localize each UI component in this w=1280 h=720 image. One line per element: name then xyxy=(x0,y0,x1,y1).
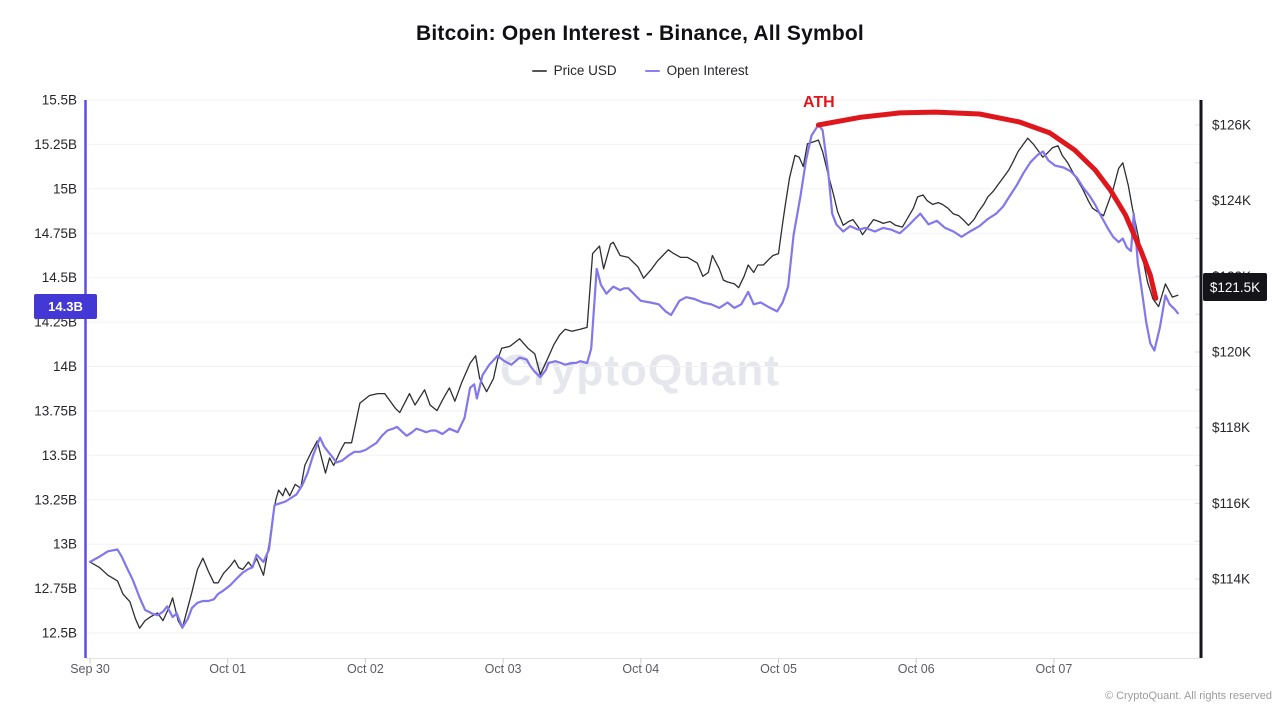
legend-open-interest-label: Open Interest xyxy=(666,63,749,78)
y-left-tick-label: 15B xyxy=(53,181,77,196)
legend-item-price[interactable]: Price USD xyxy=(531,63,617,78)
legend-price-label: Price USD xyxy=(553,63,617,78)
x-tick-label: Oct 05 xyxy=(760,662,797,676)
open-interest-line-swatch-icon xyxy=(644,69,660,72)
y-right-tick-label: $118K xyxy=(1212,420,1250,435)
y-left-tick-label: 14.75B xyxy=(34,226,77,241)
y-left-tick-label: 13.5B xyxy=(42,448,77,463)
open-interest-line xyxy=(88,123,1179,629)
y-left-tick-label: 15.5B xyxy=(42,93,77,108)
open-interest-current-badge: 14.3B xyxy=(34,294,97,319)
y-left-tick-label: 14B xyxy=(53,359,77,374)
chart-legend: Price USD Open Interest xyxy=(0,63,1280,78)
y-left-tick-label: 15.25B xyxy=(34,137,77,152)
x-tick-label: Oct 02 xyxy=(347,662,384,676)
ath-annotation-label: ATH xyxy=(803,94,835,111)
y-left-tick-label: 12.75B xyxy=(34,581,77,596)
page-title: Bitcoin: Open Interest - Binance, All Sy… xyxy=(416,22,864,45)
x-tick-label: Oct 03 xyxy=(485,662,522,676)
x-tick-label: Oct 07 xyxy=(1035,662,1072,676)
x-tick-label: Sep 30 xyxy=(70,662,110,676)
y-left-tick-label: 14.5B xyxy=(42,270,77,285)
price-current-badge: $121.5K xyxy=(1203,273,1267,301)
y-right-tick-label: $116K xyxy=(1212,496,1250,511)
ath-curve xyxy=(815,109,1159,301)
y-right-tick-label: $114K xyxy=(1212,572,1250,587)
legend-item-open-interest[interactable]: Open Interest xyxy=(644,63,749,78)
y-left-tick-label: 13.75B xyxy=(34,403,77,418)
price-line-swatch-icon xyxy=(531,69,547,72)
price-line xyxy=(89,137,1179,629)
y-right-tick-label: $124K xyxy=(1212,193,1251,208)
x-tick-label: Oct 01 xyxy=(209,662,246,676)
y-left-tick-label: 13.25B xyxy=(34,492,77,507)
y-left-tick-label: 12.5B xyxy=(42,626,77,641)
x-tick-label: Oct 04 xyxy=(622,662,659,676)
y-right-tick-label: $126K xyxy=(1212,118,1251,133)
y-left-tick-label: 13B xyxy=(53,537,77,552)
copyright-text: © CryptoQuant. All rights reserved xyxy=(1104,690,1272,702)
y-right-tick-label: $120K xyxy=(1212,345,1251,360)
x-tick-label: Oct 06 xyxy=(898,662,935,676)
